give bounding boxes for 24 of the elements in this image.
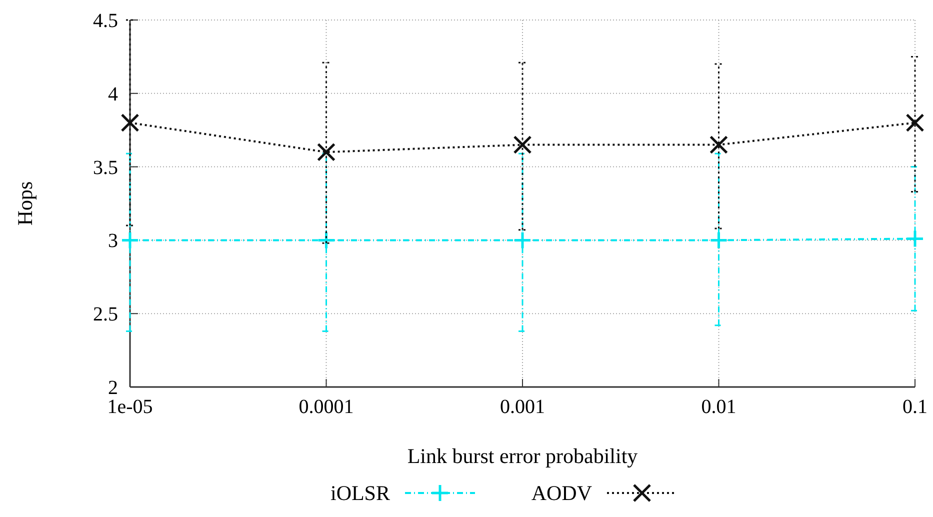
- point: [906, 114, 924, 132]
- x-tick-label: 0.1: [902, 396, 928, 418]
- point: [710, 136, 728, 154]
- x-tick-label: 0.001: [500, 396, 545, 418]
- point: [513, 136, 532, 154]
- point: [710, 230, 728, 250]
- y-tick-label: 3: [108, 230, 118, 252]
- y-axis-title: Hops: [13, 181, 37, 226]
- point: [906, 229, 924, 248]
- y-tick-label: 4: [108, 83, 118, 106]
- y-tick-label: 2: [108, 377, 118, 399]
- x-axis-title: Link burst error probability: [407, 444, 638, 468]
- point: [120, 114, 140, 132]
- x-tick-label: 0.0001: [298, 396, 354, 418]
- x-tick-label: 0.01: [701, 396, 736, 418]
- y-tick-label: 2.5: [93, 304, 118, 326]
- point: [513, 230, 532, 250]
- x-tick-label: 1e-05: [107, 396, 153, 418]
- y-tick-label: 4.5: [93, 10, 118, 32]
- y-tick-label: 3.5: [93, 156, 118, 179]
- point: [317, 142, 336, 162]
- legend-label: AODV: [531, 481, 592, 505]
- point: [120, 230, 140, 250]
- legend-label: iOLSR: [330, 481, 390, 505]
